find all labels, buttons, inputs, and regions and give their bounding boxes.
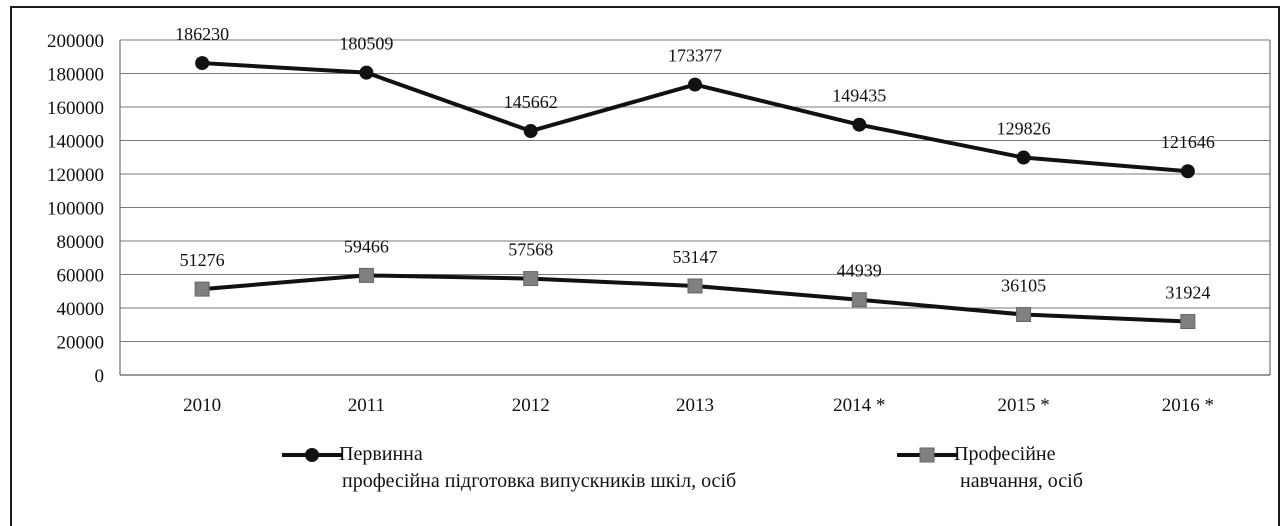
y-tick-label: 100000 <box>47 199 104 220</box>
data-label: 31924 <box>1165 283 1210 303</box>
y-axis-ticks: 0 20000 40000 60000 80000 100000 120000 140000 1… <box>47 31 104 387</box>
y-tick-label: 40000 <box>57 299 105 320</box>
y-tick-label: 140000 <box>47 132 104 153</box>
x-tick-label: 2010 <box>183 395 221 416</box>
x-tick-label: 2014 * <box>833 395 885 416</box>
series-primary: 186230 180509 145662 173377 149435 129826 1216… <box>175 24 1215 179</box>
data-label: 186230 <box>175 24 229 44</box>
x-tick-label: 2011 <box>348 395 385 416</box>
legend-label-line1: Професійне <box>954 443 1056 465</box>
chart-frame <box>10 6 1280 526</box>
data-label: 149435 <box>832 86 886 106</box>
x-axis-ticks: 2010 2011 2012 2013 2014 * 2015 * 2016 * <box>183 395 1214 416</box>
data-point <box>687 278 703 294</box>
data-label: 59466 <box>344 236 389 256</box>
series-professional: 51276 59466 57568 53147 44939 36105 31924 <box>180 236 1210 330</box>
line-chart: 0 20000 40000 60000 80000 100000 120000 140000 1… <box>47 24 1271 416</box>
y-tick-label: 120000 <box>47 165 104 186</box>
data-point <box>359 65 374 80</box>
x-tick-label: 2015 * <box>997 395 1049 416</box>
x-tick-label: 2013 <box>676 395 714 416</box>
data-point <box>1180 164 1195 179</box>
data-point <box>523 124 538 139</box>
y-tick-label: 80000 <box>57 232 105 253</box>
legend-label-line2: навчання, осіб <box>960 470 1083 492</box>
data-label: 145662 <box>504 92 558 112</box>
y-tick-label: 20000 <box>57 333 105 354</box>
data-label: 44939 <box>837 261 882 281</box>
data-point <box>688 77 702 92</box>
x-tick-label: 2012 <box>512 395 550 416</box>
legend-square-marker-icon <box>897 447 957 463</box>
gridlines <box>119 39 1271 376</box>
y-tick-label: 160000 <box>47 98 104 119</box>
y-tick-label: 180000 <box>47 65 104 86</box>
y-tick-label: 60000 <box>57 266 105 287</box>
data-point <box>851 292 867 308</box>
data-point <box>1180 314 1196 330</box>
data-label: 36105 <box>1001 276 1046 296</box>
data-point <box>195 56 210 71</box>
data-label: 57568 <box>508 240 553 260</box>
data-point <box>1016 307 1032 323</box>
data-label: 173377 <box>668 46 722 66</box>
x-tick-label: 2016 * <box>1162 395 1214 416</box>
data-label: 121646 <box>1161 132 1215 152</box>
y-tick-label: 0 <box>95 366 105 387</box>
data-point <box>852 117 867 132</box>
data-point <box>1016 150 1031 165</box>
data-label: 180509 <box>339 34 393 54</box>
series-layer: 186230 180509 145662 173377 149435 129826 1216… <box>175 24 1215 330</box>
data-point <box>194 281 210 297</box>
y-tick-label: 200000 <box>47 31 104 52</box>
data-label: 51276 <box>180 250 225 270</box>
data-label: 53147 <box>673 247 718 267</box>
legend-circle-marker-icon <box>282 448 342 462</box>
legend-label-line2: професійна підготовка випускників шкіл, … <box>342 470 737 492</box>
data-label: 129826 <box>997 119 1051 139</box>
legend-label-line1: Первинна <box>339 443 423 465</box>
data-point <box>523 271 539 287</box>
data-point <box>358 267 374 283</box>
